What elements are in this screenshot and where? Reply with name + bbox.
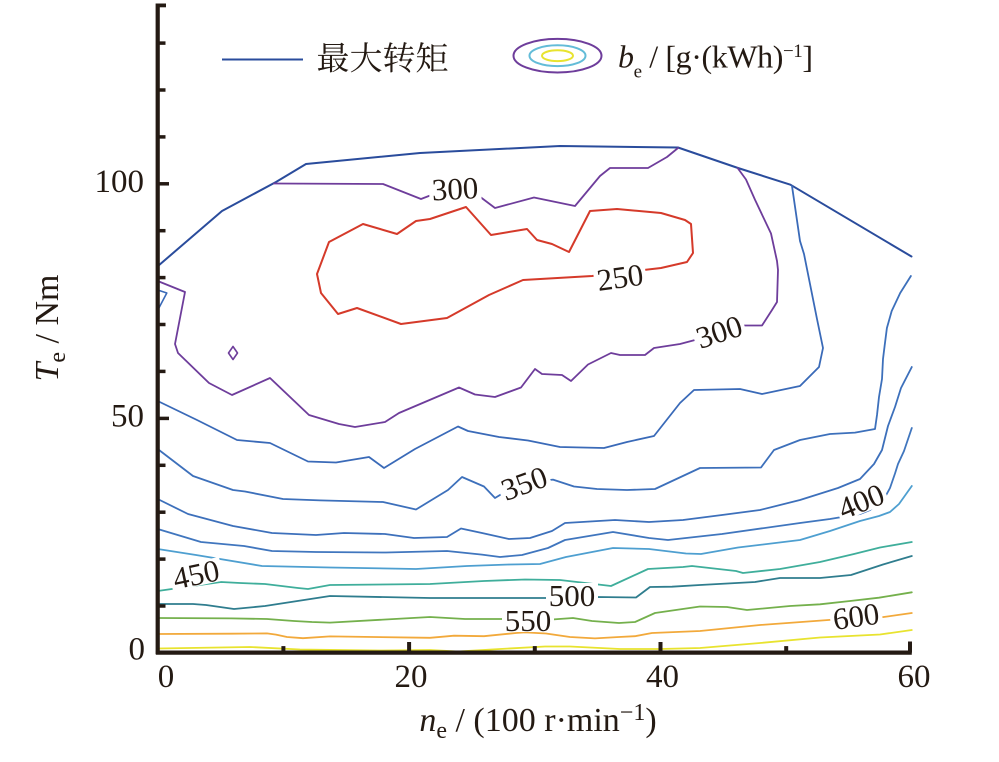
svg-text:300: 300 bbox=[431, 170, 479, 207]
svg-text:100: 100 bbox=[95, 164, 145, 200]
svg-text:ne / (100 r·min−1): ne / (100 r·min−1) bbox=[419, 700, 656, 744]
svg-text:60: 60 bbox=[898, 659, 931, 695]
svg-text:500: 500 bbox=[549, 578, 596, 613]
svg-text:40: 40 bbox=[646, 659, 679, 695]
svg-text:be / [g·(kWh)−1]: be / [g·(kWh)−1] bbox=[618, 39, 813, 83]
svg-text:0: 0 bbox=[158, 659, 175, 695]
svg-text:20: 20 bbox=[395, 659, 428, 695]
svg-text:250: 250 bbox=[595, 257, 646, 298]
svg-text:550: 550 bbox=[505, 603, 552, 638]
svg-text:Te / Nm: Te / Nm bbox=[29, 274, 71, 381]
svg-text:0: 0 bbox=[129, 632, 146, 668]
svg-text:50: 50 bbox=[111, 398, 144, 434]
svg-text:600: 600 bbox=[831, 596, 882, 637]
